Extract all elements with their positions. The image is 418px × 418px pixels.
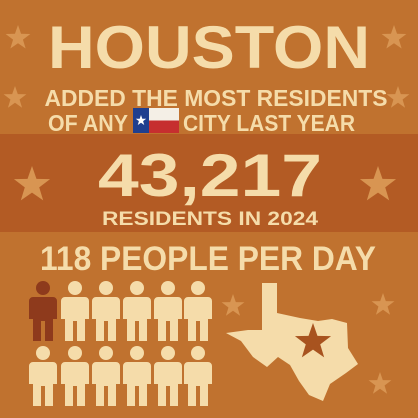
person-icon — [92, 346, 120, 406]
title: HOUSTON — [48, 14, 370, 81]
person-icon — [184, 346, 212, 406]
person-icon — [123, 346, 151, 406]
subtitle-line: OF ANY — [48, 110, 128, 136]
person-icon — [29, 281, 57, 341]
person-icon — [123, 281, 151, 341]
person-icon — [154, 346, 182, 406]
person-icon — [61, 281, 89, 341]
texas-map — [226, 283, 358, 401]
subtitle-line: ADDED THE MOST RESIDENTS — [45, 85, 388, 111]
texas-flag — [133, 108, 179, 133]
people-icons — [29, 281, 212, 406]
person-icon — [61, 346, 89, 406]
person-icon — [92, 281, 120, 341]
subtitle-line: CITY LAST YEAR — [183, 110, 355, 136]
stat-number: 43,217 — [98, 142, 322, 209]
person-icon — [29, 346, 57, 406]
rate: 118 PEOPLE PER DAY — [40, 240, 376, 278]
stat-band — [0, 134, 418, 232]
person-icon — [154, 281, 182, 341]
person-icon — [184, 281, 212, 341]
stat-caption: RESIDENTS IN 2024 — [102, 209, 319, 230]
